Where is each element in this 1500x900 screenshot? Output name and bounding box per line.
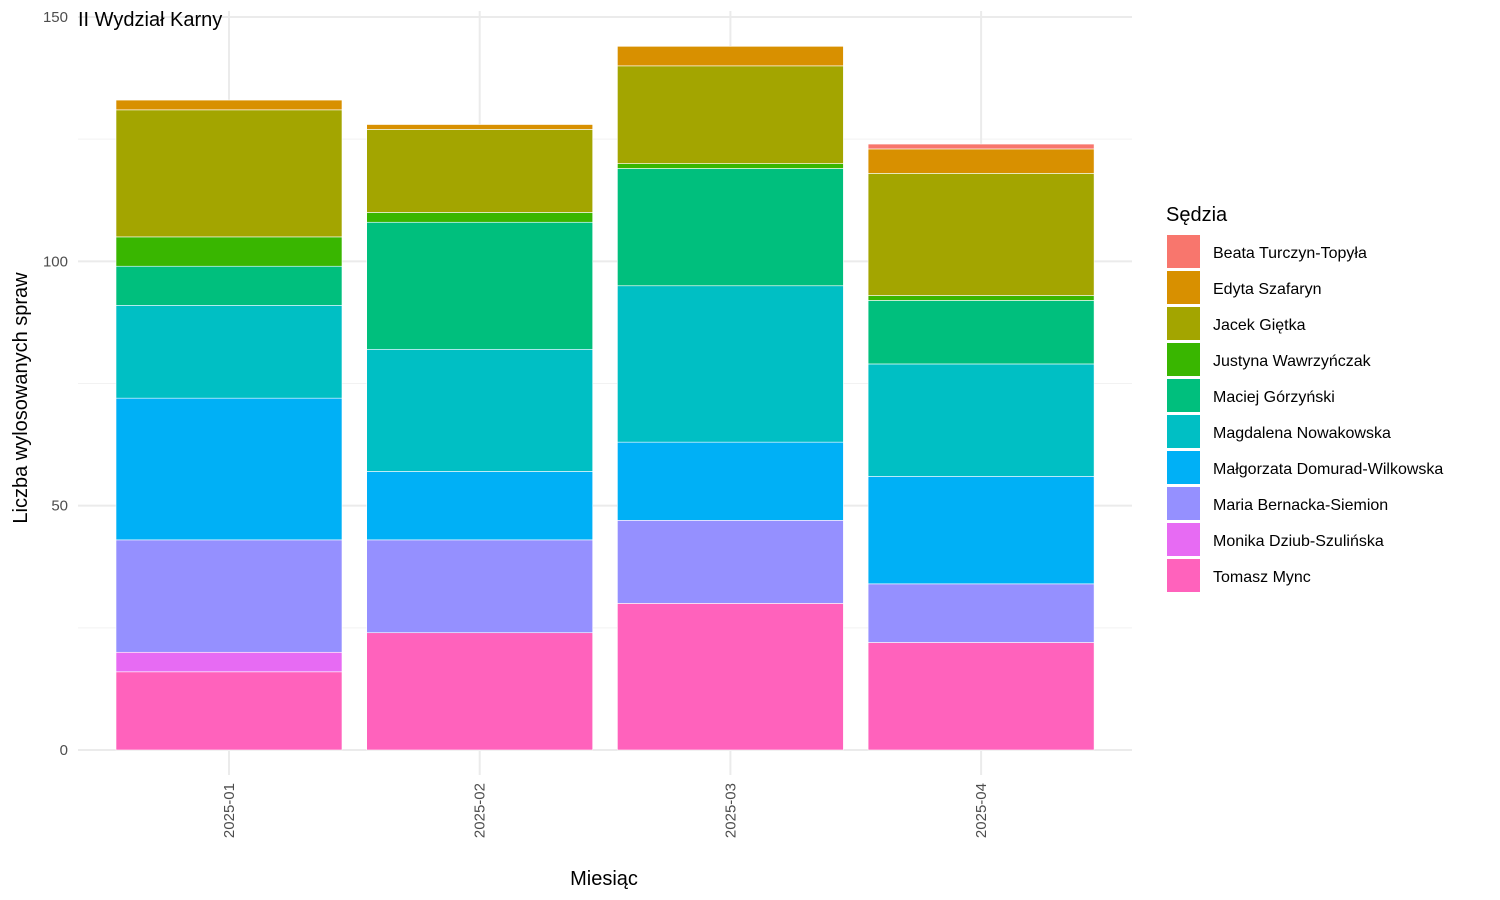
bar-segment: [617, 65, 844, 164]
legend-swatch: [1167, 487, 1200, 520]
legend-label: Monika Dziub-Szulińska: [1213, 533, 1384, 550]
bar-segment: [366, 124, 594, 130]
legend-swatch: [1167, 343, 1200, 376]
bars: [115, 46, 1095, 751]
legend-label: Maria Bernacka-Siemion: [1213, 497, 1388, 514]
legend-items: Beata Turczyn-Topyła Edyta Szafaryn Jacek …: [1167, 235, 1443, 592]
bar-segment: [115, 397, 343, 541]
bar-segment: [867, 476, 1095, 585]
bar-segment: [617, 520, 844, 604]
y-tick-label: 150: [43, 9, 68, 26]
bar-segment: [617, 168, 844, 287]
bar-segment: [115, 651, 343, 673]
x-tick-label: 2025-01: [221, 783, 238, 838]
legend-swatch: [1167, 235, 1200, 268]
bar-segment: [115, 236, 343, 267]
x-axis-ticks: 2025-01 2025-02 2025-03 2025-04: [221, 783, 990, 838]
x-tick-label: 2025-04: [973, 783, 990, 838]
legend-label: Justyna Wawrzyńczak: [1213, 353, 1372, 370]
legend-swatch: [1167, 307, 1200, 340]
legend-swatch: [1167, 415, 1200, 448]
bar-segment: [617, 163, 844, 169]
bar-segment: [867, 173, 1095, 296]
bar-segment: [366, 212, 594, 223]
bar-segment: [366, 129, 594, 213]
legend-label: Beata Turczyn-Topyła: [1213, 245, 1367, 262]
bar-segment: [115, 671, 343, 751]
legend-label: Tomasz Mync: [1213, 569, 1311, 586]
bar-segment: [366, 471, 594, 541]
legend-swatch: [1167, 451, 1200, 484]
legend-label: Maciej Górzyński: [1213, 389, 1335, 406]
bar-segment: [366, 348, 594, 472]
bar-segment: [366, 632, 594, 751]
bar-segment: [617, 441, 844, 521]
legend-label: Jacek Giętka: [1213, 317, 1306, 334]
bar-segment: [617, 285, 844, 443]
bar-segment: [867, 143, 1095, 150]
bar-segment: [867, 642, 1095, 751]
legend-title: Sędzia: [1166, 204, 1228, 226]
legend-label: Magdalena Nowakowska: [1213, 425, 1391, 442]
legend-swatch: [1167, 271, 1200, 304]
bar-segment: [617, 46, 844, 67]
legend-label: Małgorzata Domurad-Wilkowska: [1213, 461, 1443, 478]
bar-segment: [867, 148, 1095, 174]
legend-swatch: [1167, 559, 1200, 592]
bar-segment: [115, 305, 343, 399]
x-axis-title: Miesiąc: [570, 868, 638, 890]
bar-segment: [366, 221, 594, 350]
y-tick-label: 100: [43, 253, 68, 270]
legend-label: Edyta Szafaryn: [1213, 281, 1322, 298]
bar-segment: [617, 603, 844, 751]
bar-segment: [115, 99, 343, 111]
bar-segment: [115, 539, 343, 653]
x-tick-label: 2025-02: [472, 783, 489, 838]
y-tick-label: 0: [60, 742, 68, 759]
bar-segment: [867, 363, 1095, 477]
y-axis-ticks: 0 50 100 150: [43, 9, 68, 759]
chart-title: II Wydział Karny: [78, 9, 222, 31]
x-tick-label: 2025-03: [722, 783, 739, 838]
bar-segment: [115, 265, 343, 306]
bar-segment: [867, 583, 1095, 643]
y-axis-title: Liczba wylosowanych spraw: [10, 272, 32, 524]
bar-segment: [115, 109, 343, 238]
legend-swatch: [1167, 523, 1200, 556]
legend-swatch: [1167, 379, 1200, 412]
legend: Sędzia Beata Turczyn-Topyła Edyta Szafary…: [1166, 204, 1443, 592]
bar-segment: [366, 539, 594, 634]
bar-segment: [867, 295, 1095, 301]
bar-segment: [867, 300, 1095, 365]
y-tick-label: 50: [51, 498, 68, 515]
